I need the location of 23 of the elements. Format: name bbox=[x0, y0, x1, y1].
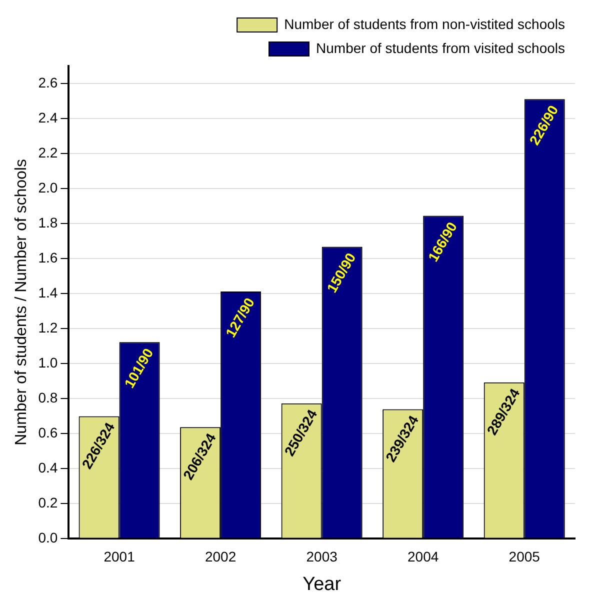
x-tick-label: 2003 bbox=[306, 548, 338, 565]
y-tick-label: 2.0 bbox=[38, 179, 58, 196]
y-tick-label: 1.8 bbox=[38, 214, 58, 230]
x-tick-label: 2002 bbox=[204, 548, 236, 565]
y-tick-label: 0.8 bbox=[38, 389, 58, 406]
y-tick-label: 1.0 bbox=[38, 354, 58, 370]
x-tick-label: 2004 bbox=[408, 548, 439, 565]
y-tick-label: 2.6 bbox=[38, 74, 58, 90]
y-tick-label: 1.4 bbox=[38, 284, 58, 300]
legend-label: Number of students from non-vistited schools bbox=[284, 16, 566, 32]
y-tick-label: 1.2 bbox=[38, 319, 58, 336]
y-tick-label: 0.0 bbox=[38, 529, 58, 546]
y-tick-label: 0.4 bbox=[38, 459, 58, 476]
y-tick-label: 0.2 bbox=[38, 494, 58, 510]
y-axis-title: Number of students / Number of schools bbox=[13, 159, 30, 446]
x-tick-label: 2005 bbox=[508, 548, 540, 565]
y-tick-label: 2.2 bbox=[38, 144, 58, 160]
y-tick-label: 2.4 bbox=[38, 109, 58, 126]
legend-label: Number of students from visited schools bbox=[316, 40, 566, 56]
y-tick-label: 0.6 bbox=[38, 424, 58, 440]
x-tick-label: 2001 bbox=[104, 548, 136, 565]
y-tick-label: 1.6 bbox=[38, 249, 58, 266]
x-axis-title: Year bbox=[302, 574, 342, 595]
